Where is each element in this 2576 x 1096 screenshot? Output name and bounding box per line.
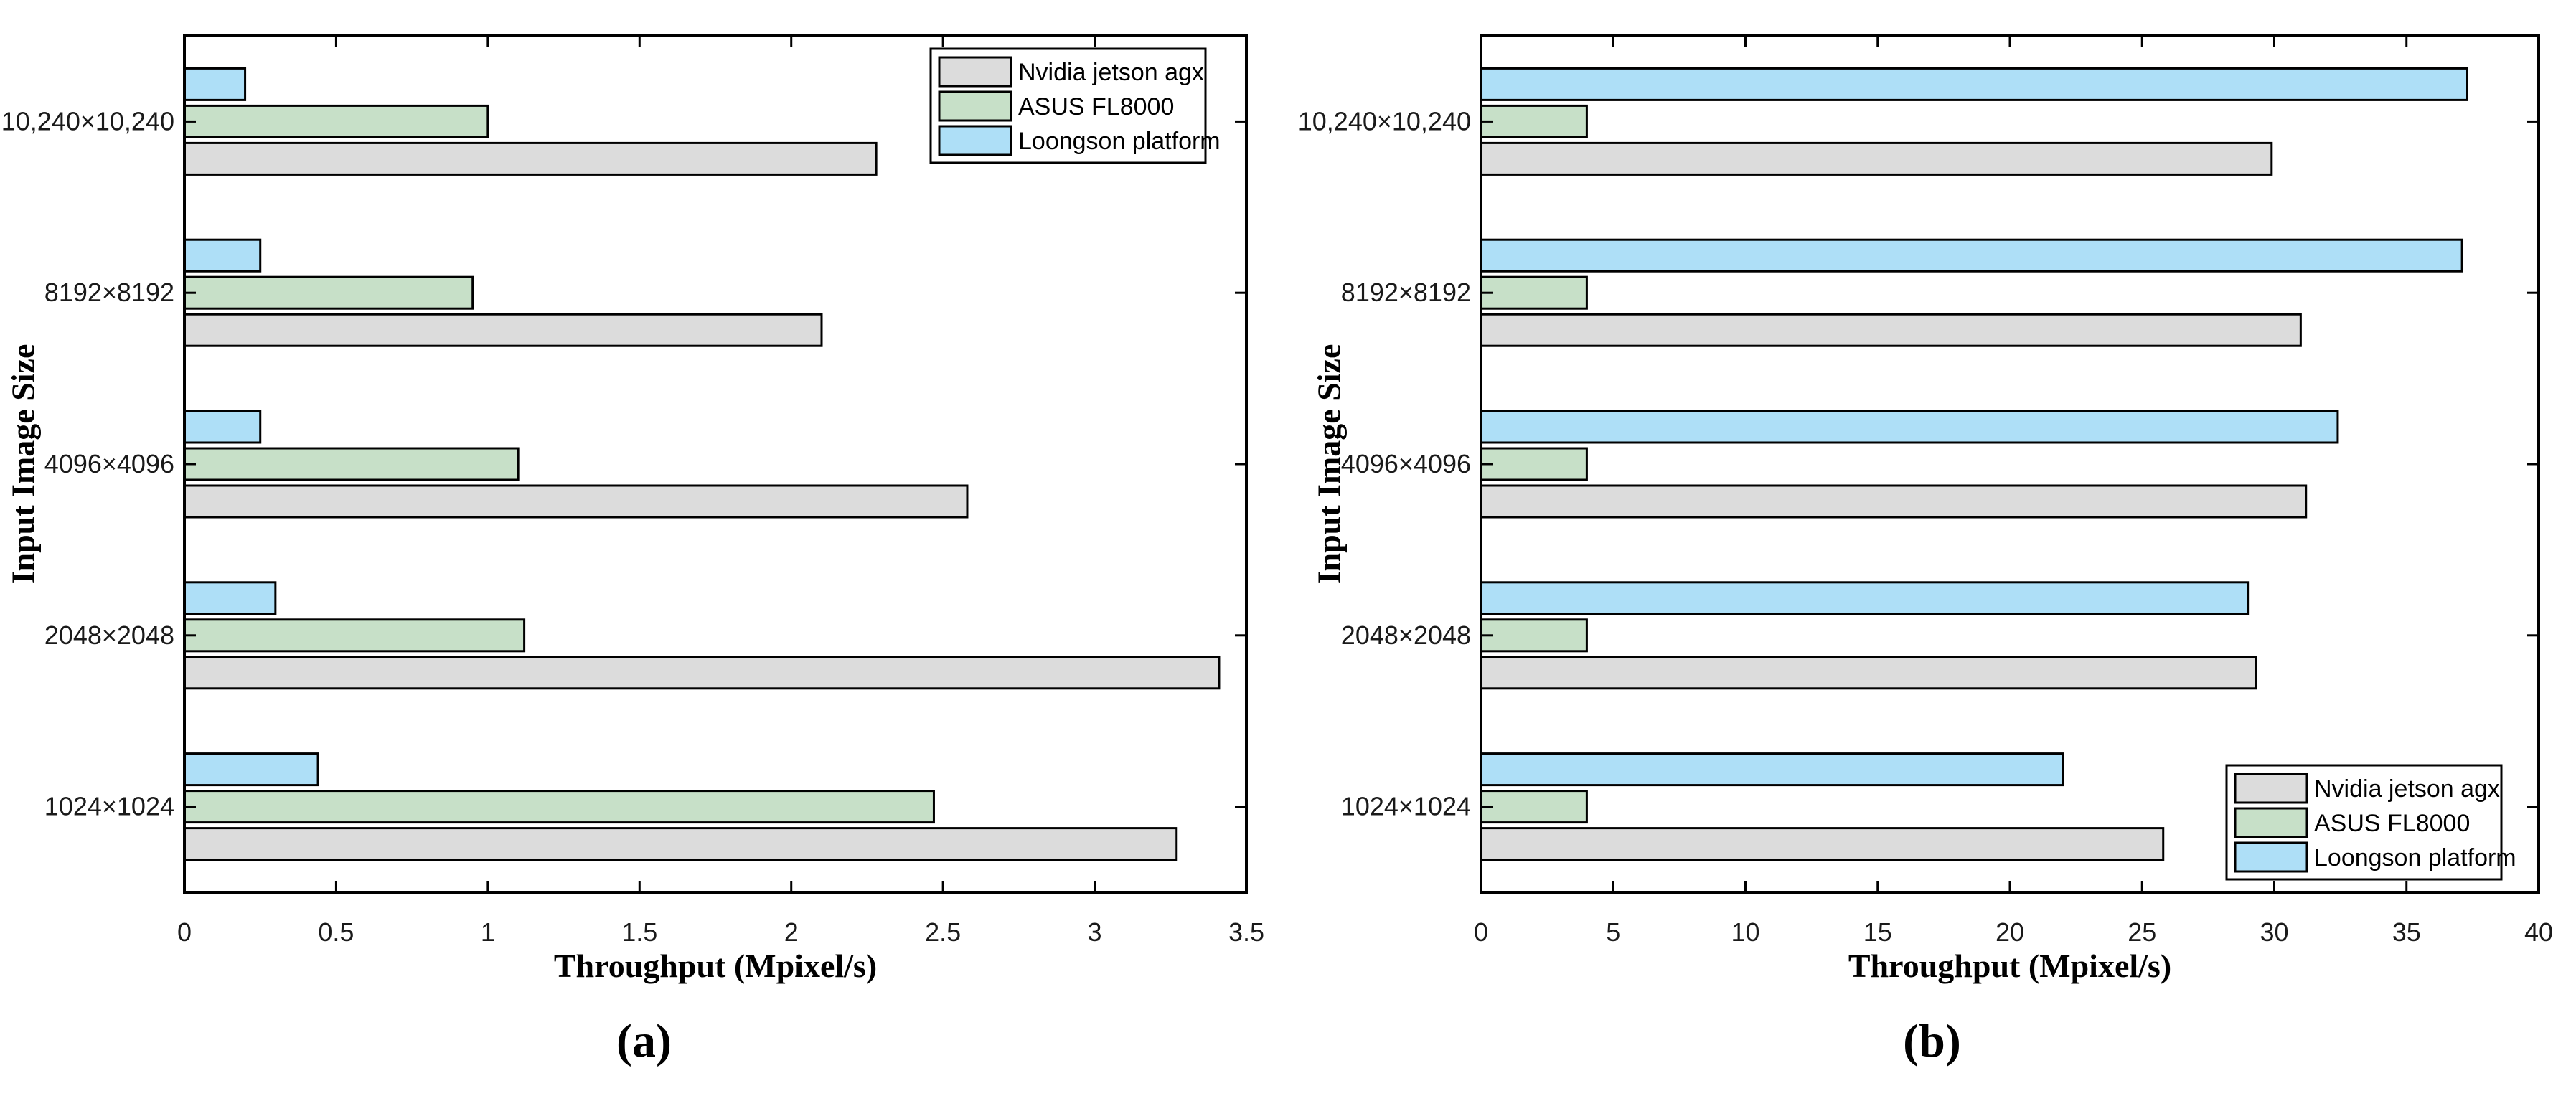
bar-nvidia-jetson-agx [1480, 141, 2273, 176]
bar-asus-fl8000 [1480, 275, 1588, 310]
x-tick-label: 5 [1606, 917, 1620, 947]
bar-asus-fl8000 [1480, 790, 1588, 824]
bar-loongson-platform [1480, 410, 2339, 444]
category-label: 2048×2048 [1341, 620, 1471, 650]
bar-loongson-platform [1480, 581, 2250, 615]
legend-swatch [938, 56, 1012, 88]
bar-asus-fl8000 [183, 447, 520, 481]
category-label: 2048×2048 [44, 620, 174, 650]
category-label: 8192×8192 [1341, 278, 1471, 307]
chart-b: 0 5 10 15 20 25 30 35 40 10,240×10,240 8192×8192 40… [1288, 0, 2576, 1096]
x-tick-label: 0 [1474, 917, 1488, 947]
legend-label: ASUS FL8000 [1018, 93, 1174, 121]
x-tick-label: 3 [1088, 917, 1102, 947]
legend-label: Nvidia jetson agx [2314, 775, 2500, 803]
bar-loongson-platform [183, 238, 262, 273]
legend-swatch [2234, 773, 2308, 804]
bar-nvidia-jetson-agx [1480, 656, 2257, 690]
x-tick-label: 2 [784, 917, 799, 947]
bar-nvidia-jetson-agx [183, 827, 1178, 861]
caption-a: (a) [616, 1015, 672, 1067]
bar-loongson-platform [183, 752, 319, 787]
category-label: 4096×4096 [44, 449, 174, 478]
plot-border [183, 34, 1248, 894]
x-tick-label: 40 [2524, 917, 2553, 947]
x-axis-title: Throughput (Mpixel/s) [1848, 948, 2172, 984]
bar-nvidia-jetson-agx [1480, 827, 2165, 861]
category-label: 10,240×10,240 [1298, 106, 1471, 136]
category-label: 8192×8192 [44, 278, 174, 307]
x-tick-label: 1.5 [621, 917, 657, 947]
bar-loongson-platform [1480, 752, 2064, 787]
bar-asus-fl8000 [1480, 618, 1588, 653]
bar-loongson-platform [1480, 238, 2463, 273]
bar-nvidia-jetson-agx [183, 313, 823, 347]
x-tick-label: 0 [177, 917, 192, 947]
x-tick-label: 15 [1863, 917, 1892, 947]
caption-b: (b) [1903, 1015, 1961, 1067]
category-label: 10,240×10,240 [1, 106, 174, 136]
category-label: 1024×1024 [1341, 792, 1471, 821]
x-tick-label: 1 [481, 917, 495, 947]
bar-nvidia-jetson-agx [183, 141, 878, 176]
chart-b-plot: 0 5 10 15 20 25 30 35 40 10,240×10,240 8192×8192 40… [1298, 34, 2553, 947]
bar-loongson-platform [183, 410, 262, 444]
bar-nvidia-jetson-agx [183, 656, 1221, 690]
x-tick-label: 0.5 [318, 917, 354, 947]
x-tick-label: 30 [2260, 917, 2288, 947]
chart-a-plot: 0 0.5 1 1.5 2 2.5 3 3.5 10,240×10,240 8192×8192 40… [1, 34, 1264, 947]
legend-label: Loongson platform [1018, 128, 1221, 155]
legend-swatch [938, 90, 1012, 122]
legend-label: Nvidia jetson agx [1018, 59, 1204, 86]
y-axis-title: Input Image Size [1310, 344, 1348, 585]
bar-asus-fl8000 [183, 275, 474, 310]
legend-label: ASUS FL8000 [2314, 810, 2470, 837]
bar-loongson-platform [1480, 67, 2469, 101]
bar-asus-fl8000 [183, 104, 489, 138]
x-tick-label: 10 [1731, 917, 1759, 947]
bar-loongson-platform [183, 67, 247, 101]
bar-asus-fl8000 [183, 618, 526, 653]
x-axis-title: Throughput (Mpixel/s) [553, 948, 878, 984]
y-axis-title: Input Image Size [4, 344, 42, 585]
bar-asus-fl8000 [1480, 447, 1588, 481]
legend-swatch [2234, 841, 2308, 873]
bar-nvidia-jetson-agx [183, 484, 969, 519]
x-tick-label: 20 [1996, 917, 2024, 947]
chart-a: 0 0.5 1 1.5 2 2.5 3 3.5 10,240×10,240 8192×8192 40… [1, 34, 1264, 1067]
x-tick-label: 2.5 [925, 917, 961, 947]
x-tick-label: 3.5 [1228, 917, 1264, 947]
bar-nvidia-jetson-agx [1480, 484, 2308, 519]
legend-label: Loongson platform [2314, 844, 2516, 871]
bar-asus-fl8000 [183, 790, 935, 824]
legend-swatch [2234, 807, 2308, 838]
plot-border [1480, 34, 2540, 894]
bar-nvidia-jetson-agx [1480, 313, 2302, 347]
x-tick-label: 35 [2392, 917, 2421, 947]
x-tick-label: 25 [2128, 917, 2156, 947]
category-label: 1024×1024 [44, 792, 174, 821]
bar-loongson-platform [183, 581, 277, 615]
category-label: 4096×4096 [1341, 449, 1471, 478]
legend-swatch [938, 125, 1012, 156]
bar-asus-fl8000 [1480, 104, 1588, 138]
